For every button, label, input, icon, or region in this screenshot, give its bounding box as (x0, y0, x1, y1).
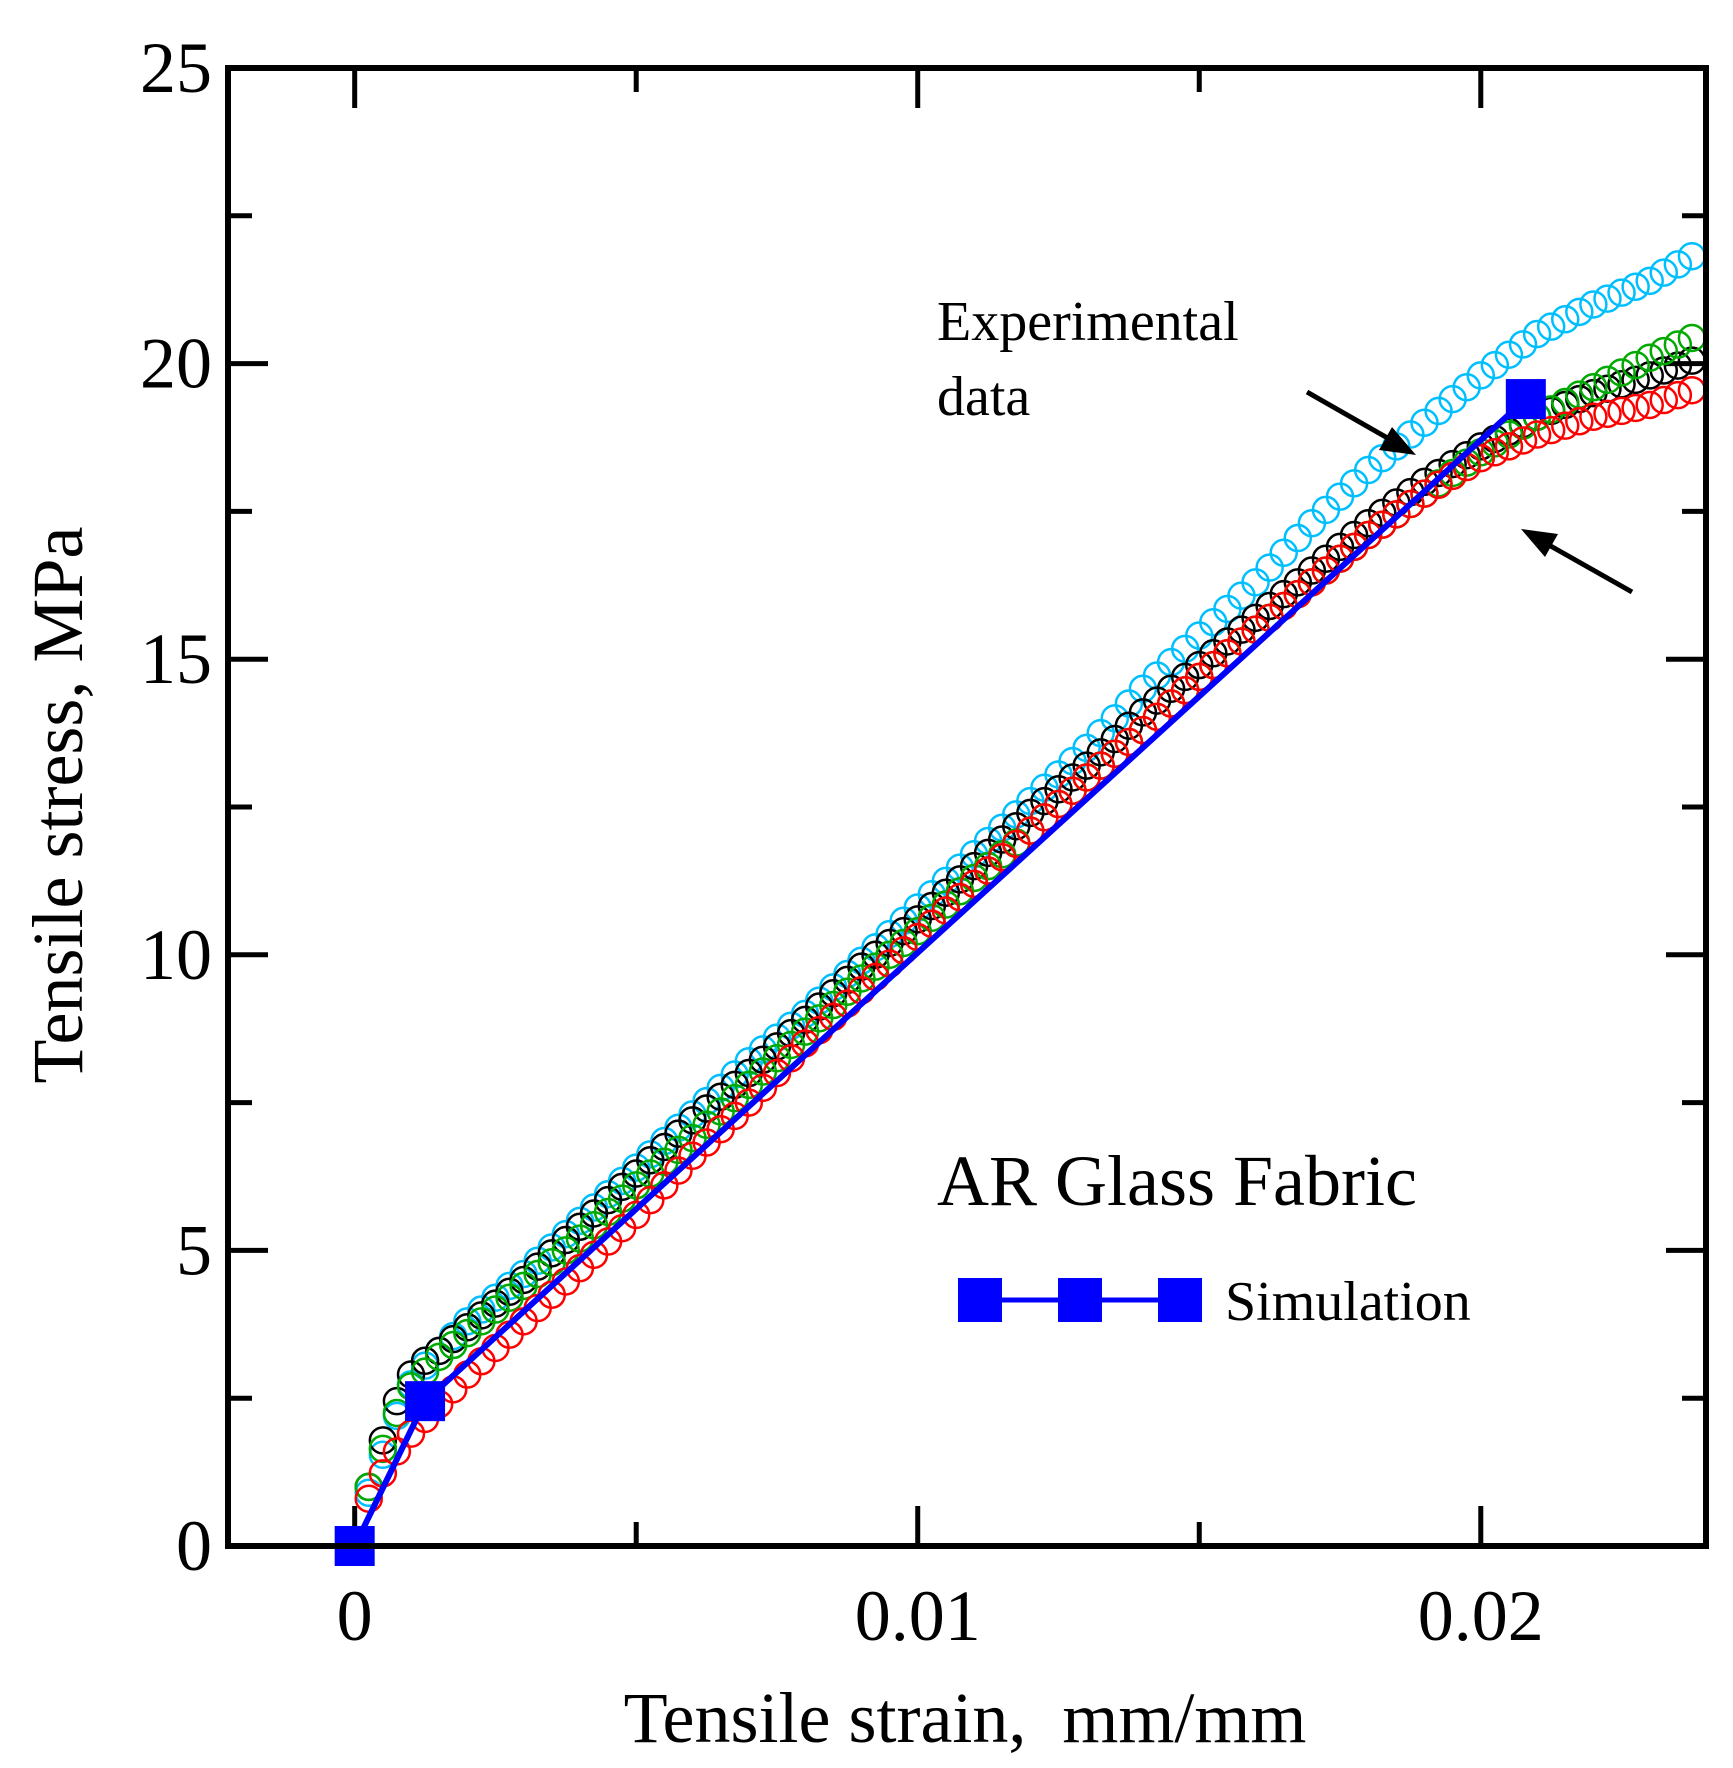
data-point (1466, 361, 1496, 390)
data-point (1536, 312, 1566, 341)
x-tick-label: 0.01 (855, 1576, 981, 1656)
simulation-line (351, 396, 1528, 1548)
data-point (1466, 432, 1496, 461)
data-point (1565, 406, 1594, 436)
data-point (1621, 393, 1650, 423)
data-point (1466, 443, 1496, 473)
annotation-arrow-2 (1538, 537, 1634, 595)
y-tick-label: 10 (140, 915, 212, 995)
data-point (1550, 411, 1580, 440)
simulation-point (1505, 379, 1546, 420)
data-point (1663, 250, 1693, 279)
annotation-arrowhead-1 (1379, 427, 1416, 455)
data-point (1663, 380, 1693, 410)
data-point (1522, 319, 1552, 349)
data-point (1494, 432, 1524, 461)
data-point (1635, 361, 1664, 390)
data-point (1396, 489, 1425, 519)
data-point (1663, 330, 1693, 359)
data-point (1621, 272, 1650, 301)
legend: Simulation (958, 1271, 1471, 1333)
data-point (1269, 538, 1298, 568)
data-point (1593, 365, 1622, 395)
annotation-line2: data (937, 366, 1030, 428)
data-point (1353, 508, 1383, 538)
annotation-arrowhead-2 (1521, 529, 1558, 557)
data-point (1522, 420, 1552, 449)
data-point (1607, 396, 1636, 426)
data-point (1677, 375, 1707, 405)
data-point (1579, 372, 1608, 402)
data-point (1649, 336, 1679, 366)
data-point (1410, 479, 1439, 508)
x-tick-label: 0.02 (1418, 1576, 1544, 1656)
legend-label: Simulation (1225, 1271, 1471, 1333)
data-point (368, 1434, 398, 1464)
data-point (1635, 266, 1664, 296)
data-point (1607, 278, 1636, 307)
data-point (1550, 305, 1580, 334)
inset-title: AR Glass Fabric (937, 1141, 1417, 1221)
x-axis-label: Tensile strain, mm/mm (624, 1678, 1307, 1758)
x-tick-label: 0 (337, 1576, 373, 1656)
y-tick-label: 25 (140, 28, 212, 108)
annotation-arrow-1 (1305, 389, 1400, 447)
data-point (1424, 458, 1453, 488)
data-point (1621, 350, 1650, 380)
data-point (1621, 365, 1650, 395)
data-point (1579, 402, 1608, 432)
y-tick-label: 15 (140, 619, 212, 699)
data-point (1593, 399, 1622, 429)
data-point (1649, 385, 1679, 415)
data-point (1508, 330, 1538, 359)
data-point (1635, 343, 1664, 372)
plot-frame (225, 65, 1709, 1549)
legend-marker (1058, 1278, 1102, 1322)
data-point (1508, 426, 1538, 455)
data-point (1438, 449, 1467, 479)
data-point (1536, 415, 1566, 445)
data-point (1565, 297, 1594, 327)
data-point (1255, 553, 1284, 582)
y-tick-label: 0 (176, 1506, 212, 1586)
y-axis-label: Tensile stress, MPa (18, 527, 98, 1084)
legend-marker (958, 1278, 1002, 1322)
legend-marker (1158, 1278, 1202, 1322)
data-point (1494, 420, 1524, 449)
data-point (1382, 500, 1411, 529)
y-tick-label: 20 (140, 324, 212, 404)
data-point (410, 1346, 440, 1376)
data-point (1283, 523, 1313, 553)
data-point (1480, 438, 1510, 467)
data-point (1607, 358, 1636, 387)
data-point (1452, 440, 1481, 470)
data-point (1550, 387, 1580, 417)
data-point (1593, 284, 1622, 313)
simulation-point (405, 1381, 446, 1422)
data-point (1635, 390, 1664, 420)
data-point (1353, 520, 1383, 550)
data-point (1649, 258, 1679, 287)
data-point (1480, 350, 1510, 380)
data-point (1579, 290, 1608, 319)
y-tick-label: 5 (176, 1210, 212, 1290)
data-point (1424, 470, 1453, 500)
data-point (1494, 340, 1524, 369)
annotation-line1: Experimental (937, 291, 1239, 353)
data-point (1367, 510, 1397, 539)
